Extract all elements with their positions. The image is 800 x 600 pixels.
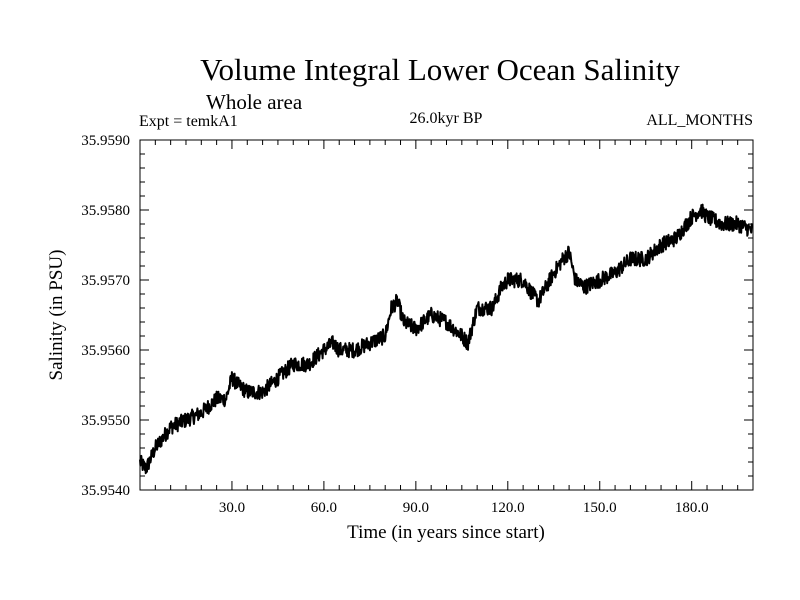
salinity-series-line <box>139 203 754 475</box>
x-tick-label: 90.0 <box>403 500 429 516</box>
y-axis-label: Salinity (in PSU) <box>46 250 67 381</box>
chart-subtitle: Whole area <box>206 90 303 114</box>
y-tick-label: 35.9550 <box>81 413 130 429</box>
period-label: 26.0kyr BP <box>410 110 483 127</box>
x-tick-label: 60.0 <box>311 500 337 516</box>
y-tick-label: 35.9580 <box>81 203 130 219</box>
x-tick-label: 120.0 <box>491 500 525 516</box>
x-axis-label: Time (in years since start) <box>347 522 545 543</box>
experiment-label: Expt = temkA1 <box>139 113 238 130</box>
y-tick-label: 35.9560 <box>81 343 130 359</box>
y-tick-label: 35.9540 <box>81 483 130 499</box>
plot-frame <box>139 139 754 491</box>
chart-title: Volume Integral Lower Ocean Salinity <box>200 52 680 87</box>
x-tick-label: 30.0 <box>219 500 245 516</box>
y-tick-label: 35.9570 <box>81 273 130 289</box>
months-label: ALL_MONTHS <box>646 112 753 129</box>
x-tick-label: 180.0 <box>675 500 709 516</box>
y-tick-label: 35.9590 <box>81 133 130 149</box>
x-axis: 30.0 60.0 90.0 120.0 150.0 180.0 <box>139 140 754 516</box>
y-axis: 35.9540 35.9550 35.9560 35.9570 35.9580 35.95… <box>81 133 753 499</box>
x-tick-label: 150.0 <box>583 500 617 516</box>
